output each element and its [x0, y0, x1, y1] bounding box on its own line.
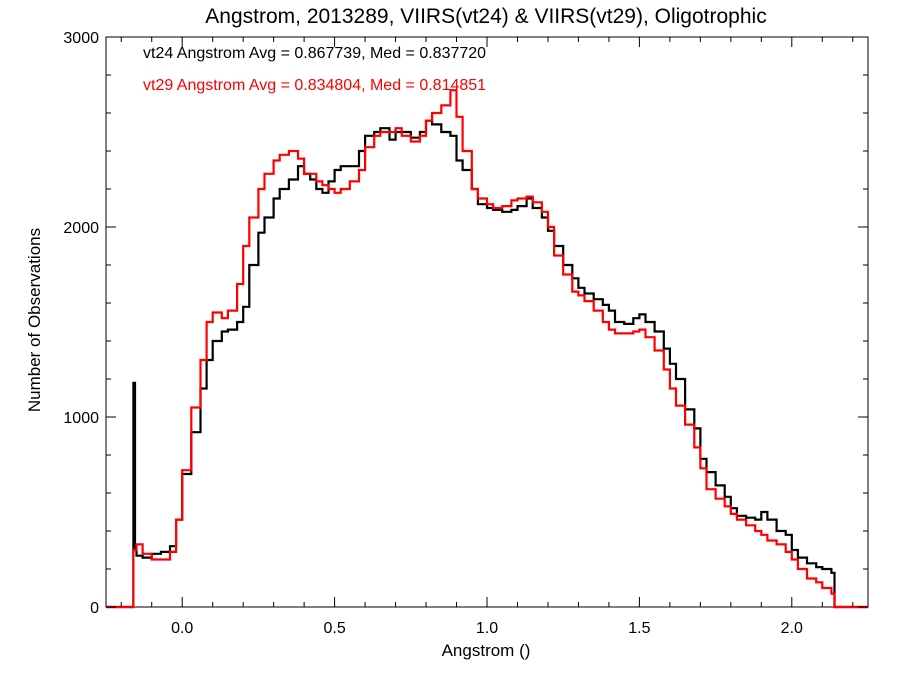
x-axis-label: Angstrom (): [442, 641, 531, 660]
y-axis-label: Number of Observations: [25, 228, 44, 412]
vt29-series-line: [106, 89, 868, 609]
x-tick-label: 1.0: [476, 620, 498, 637]
ticks-layer: 0.0 0.5 1.0 1.5 2.0 0 1000 2000 3000: [63, 30, 868, 637]
x-tick-label: 0.0: [171, 620, 193, 637]
x-tick-label: 0.5: [323, 620, 345, 637]
plot-area: 0.0 0.5 1.0 1.5 2.0 0 1000 2000 3000: [63, 30, 869, 637]
vt24-annotation: vt24 Angstrom Avg = 0.867739, Med = 0.83…: [143, 45, 486, 62]
series-layer: [106, 89, 868, 609]
y-tick-label: 2000: [63, 220, 99, 237]
y-tick-label: 0: [90, 600, 99, 617]
x-tick-label: 2.0: [781, 620, 803, 637]
vt29-annotation: vt29 Angstrom Avg = 0.834804, Med = 0.81…: [143, 77, 486, 94]
plot-frame: [105, 36, 869, 608]
y-tick-label: 1000: [63, 410, 99, 427]
chart-title: Angstrom, 2013289, VIIRS(vt24) & VIIRS(v…: [205, 5, 766, 28]
x-tick-label: 1.5: [628, 620, 650, 637]
vt24-series-line: [106, 119, 868, 609]
y-tick-label: 3000: [63, 30, 99, 47]
